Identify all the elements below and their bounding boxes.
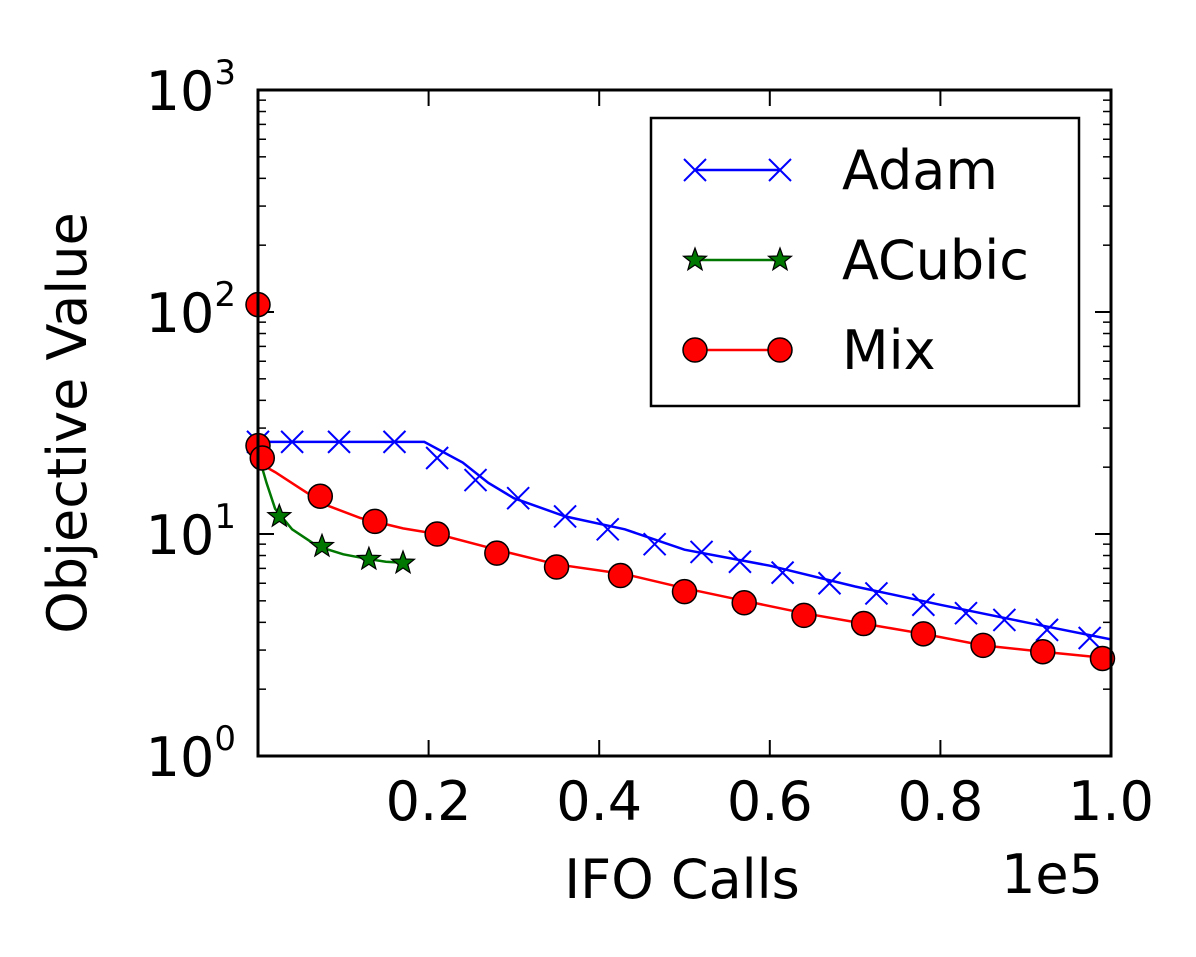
- y-tick-base: 10: [146, 282, 215, 345]
- data-point-adam: [642, 532, 667, 556]
- x-tick-label: 1.0: [1068, 770, 1154, 833]
- data-point-adam: [992, 608, 1017, 632]
- data-point-acubic: [266, 502, 293, 528]
- data-point-adam: [728, 550, 752, 574]
- legend-marker-mix: [682, 337, 708, 363]
- data-point-mix: [731, 590, 757, 616]
- y-tick-label: 102: [146, 275, 236, 345]
- y-tick-label: 101: [146, 497, 236, 567]
- data-point-mix: [791, 602, 817, 629]
- data-point-mix: [607, 562, 634, 589]
- y-axis-title: Objective Value: [36, 212, 99, 634]
- data-point-mix: [970, 632, 996, 659]
- y-tick-exponent: 2: [214, 275, 236, 315]
- legend-label-mix: Mix: [842, 319, 936, 382]
- y-tick-label: 100: [146, 719, 236, 789]
- data-point-adam: [954, 601, 978, 625]
- legend-marker-adam: [768, 158, 792, 182]
- legend-label-acubic: ACubic: [842, 229, 1029, 292]
- plot-frame: [256, 88, 1113, 758]
- x-axis-title: IFO Calls: [564, 848, 800, 911]
- data-point-adam: [463, 468, 488, 492]
- data-point-adam: [553, 504, 577, 529]
- legend-marker-acubic: [681, 246, 709, 272]
- y-tick-base: 10: [146, 60, 215, 123]
- x-tick-label: 0.2: [386, 770, 472, 833]
- data-point-mix: [249, 445, 276, 471]
- y-tick-exponent: 0: [214, 719, 236, 759]
- legend-marker-adam: [683, 158, 707, 182]
- data-point-mix: [671, 578, 698, 605]
- y-tick-base: 10: [146, 726, 215, 789]
- data-point-acubic: [355, 545, 382, 571]
- data-point-adam: [1035, 618, 1059, 642]
- data-point-adam: [327, 430, 351, 454]
- legend-marker-mix: [767, 337, 793, 363]
- legend-label-adam: Adam: [842, 139, 998, 202]
- data-point-adam: [911, 593, 936, 617]
- data-point-adam: [382, 430, 407, 454]
- data-point-adam: [817, 571, 842, 595]
- data-point-mix: [484, 540, 510, 566]
- legend-box: [649, 116, 1081, 408]
- data-point-mix: [424, 521, 450, 547]
- data-point-mix: [1089, 645, 1116, 672]
- data-point-mix: [850, 610, 877, 637]
- series-line-adam: [258, 440, 1111, 641]
- x-axis-scale-label: 1e5: [1001, 843, 1103, 906]
- data-point-mix: [1030, 638, 1056, 665]
- data-point-adam: [280, 430, 304, 454]
- y-tick-exponent: 1: [214, 497, 236, 537]
- data-point-acubic: [308, 532, 336, 558]
- y-tick-exponent: 3: [214, 53, 236, 93]
- data-point-mix: [307, 483, 334, 509]
- y-tick-label: 103: [146, 53, 236, 123]
- y-tick-base: 10: [146, 504, 215, 567]
- data-point-adam: [506, 486, 530, 510]
- plot-series: [258, 440, 1111, 660]
- data-point-adam: [1077, 626, 1102, 650]
- data-point-adam: [425, 446, 449, 470]
- legend: Adam ACubic Mix: [649, 116, 1081, 408]
- data-point-adam: [864, 581, 889, 606]
- data-point-adam: [689, 540, 714, 564]
- x-tick-label: 0.4: [556, 770, 642, 833]
- legend-marker-acubic: [766, 246, 794, 272]
- x-tick-label: 0.8: [897, 770, 983, 833]
- data-point-adam: [596, 517, 620, 542]
- data-point-mix: [543, 554, 570, 580]
- data-point-adam: [770, 560, 795, 585]
- data-point-mix: [362, 508, 388, 535]
- data-point-mix: [910, 621, 937, 647]
- data-point-acubic: [389, 549, 417, 575]
- x-tick-label: 0.6: [727, 770, 813, 833]
